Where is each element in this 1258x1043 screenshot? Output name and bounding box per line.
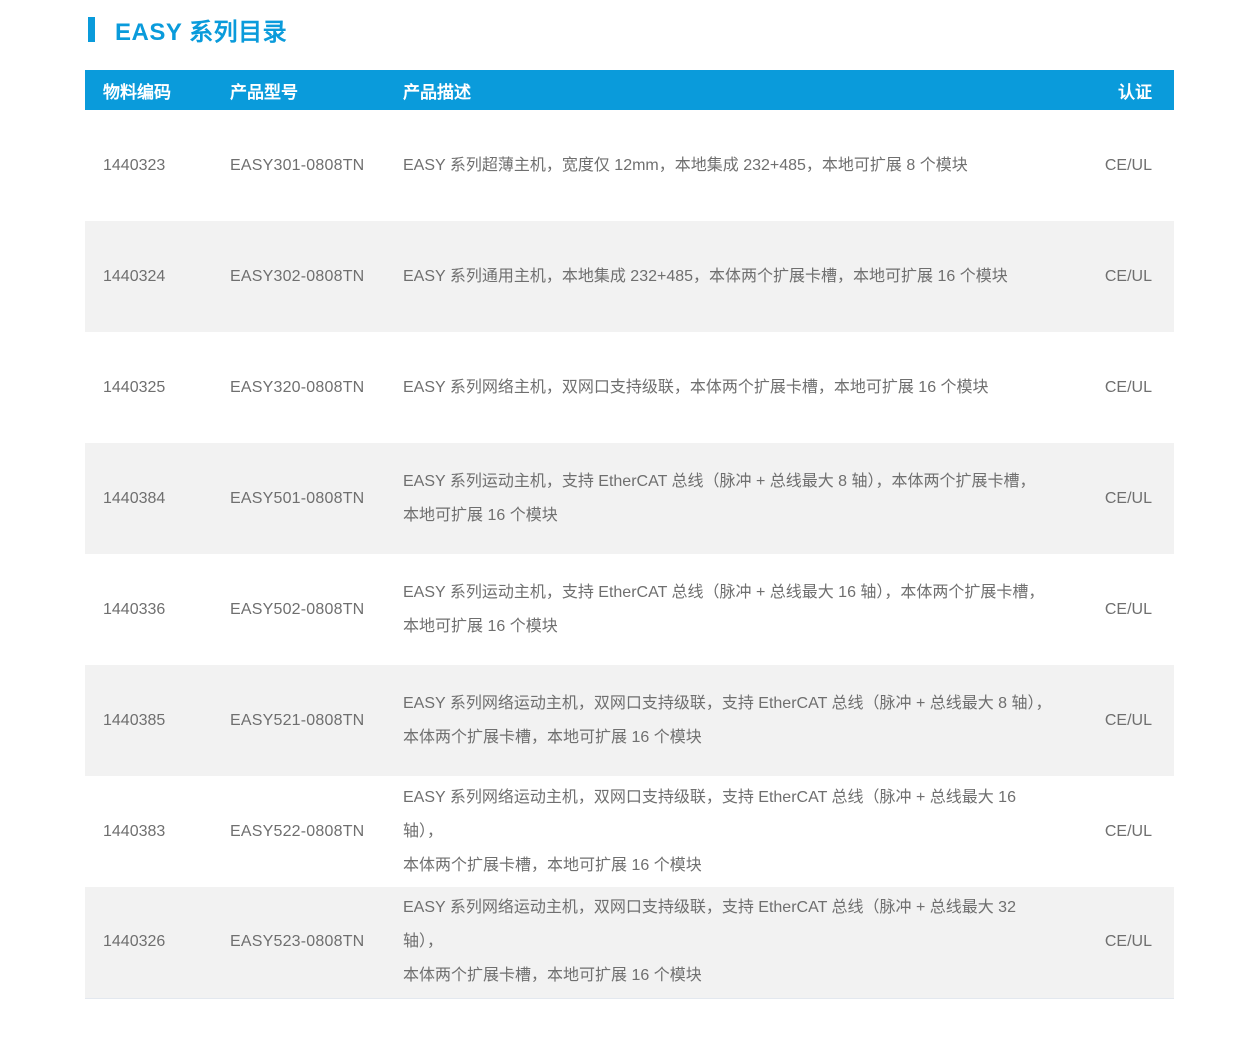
product-model-cell: EASY302-0808TN	[230, 221, 403, 332]
product-desc-cell: EASY 系列超薄主机，宽度仅 12mm，本地集成 232+485，本地可扩展 …	[403, 110, 1064, 221]
cert-cell: CE/UL	[1064, 887, 1174, 999]
product-desc-cell: EASY 系列运动主机，支持 EtherCAT 总线（脉冲 + 总线最大 16 …	[403, 554, 1064, 665]
table-row: 1440324 EASY302-0808TN EASY 系列通用主机，本地集成 …	[85, 221, 1174, 332]
table-row: 1440385 EASY521-0808TN EASY 系列网络运动主机，双网口…	[85, 665, 1174, 776]
product-model-cell: EASY523-0808TN	[230, 887, 403, 999]
material-code-cell: 1440384	[85, 443, 230, 554]
product-desc-cell: EASY 系列网络运动主机，双网口支持级联，支持 EtherCAT 总线（脉冲 …	[403, 665, 1064, 776]
cert-cell: CE/UL	[1064, 443, 1174, 554]
material-code-cell: 1440336	[85, 554, 230, 665]
title-accent-bar-icon	[88, 16, 95, 42]
table-header-row: 物料编码 产品型号 产品描述 认证	[85, 70, 1174, 110]
catalog-section: EASY 系列目录 物料编码 产品型号 产品描述 认证 1440323 EASY…	[85, 0, 1174, 999]
col-header-certification: 认证	[1064, 70, 1174, 110]
product-model-cell: EASY501-0808TN	[230, 443, 403, 554]
section-title: EASY 系列目录	[85, 15, 1174, 46]
product-desc-cell: EASY 系列网络运动主机，双网口支持级联，支持 EtherCAT 总线（脉冲 …	[403, 776, 1064, 887]
table-row: 1440384 EASY501-0808TN EASY 系列运动主机，支持 Et…	[85, 443, 1174, 554]
col-header-product-desc: 产品描述	[403, 70, 1064, 110]
product-desc-cell: EASY 系列运动主机，支持 EtherCAT 总线（脉冲 + 总线最大 8 轴…	[403, 443, 1064, 554]
product-model-cell: EASY502-0808TN	[230, 554, 403, 665]
material-code-cell: 1440383	[85, 776, 230, 887]
cert-cell: CE/UL	[1064, 554, 1174, 665]
col-header-material-code: 物料编码	[85, 70, 230, 110]
material-code-cell: 1440324	[85, 221, 230, 332]
page-title: EASY 系列目录	[115, 18, 288, 46]
material-code-cell: 1440326	[85, 887, 230, 999]
product-model-cell: EASY521-0808TN	[230, 665, 403, 776]
product-model-cell: EASY320-0808TN	[230, 332, 403, 443]
product-model-cell: EASY522-0808TN	[230, 776, 403, 887]
cert-cell: CE/UL	[1064, 665, 1174, 776]
product-model-cell: EASY301-0808TN	[230, 110, 403, 221]
table-row: 1440326 EASY523-0808TN EASY 系列网络运动主机，双网口…	[85, 887, 1174, 999]
table-row: 1440323 EASY301-0808TN EASY 系列超薄主机，宽度仅 1…	[85, 110, 1174, 221]
material-code-cell: 1440325	[85, 332, 230, 443]
material-code-cell: 1440385	[85, 665, 230, 776]
product-desc-cell: EASY 系列网络主机，双网口支持级联，本体两个扩展卡槽，本地可扩展 16 个模…	[403, 332, 1064, 443]
col-header-product-model: 产品型号	[230, 70, 403, 110]
cert-cell: CE/UL	[1064, 332, 1174, 443]
cert-cell: CE/UL	[1064, 776, 1174, 887]
cert-cell: CE/UL	[1064, 110, 1174, 221]
material-code-cell: 1440323	[85, 110, 230, 221]
product-desc-cell: EASY 系列网络运动主机，双网口支持级联，支持 EtherCAT 总线（脉冲 …	[403, 887, 1064, 999]
table-row: 1440336 EASY502-0808TN EASY 系列运动主机，支持 Et…	[85, 554, 1174, 665]
table-row: 1440325 EASY320-0808TN EASY 系列网络主机，双网口支持…	[85, 332, 1174, 443]
cert-cell: CE/UL	[1064, 221, 1174, 332]
catalog-table: 物料编码 产品型号 产品描述 认证 1440323 EASY301-0808TN…	[85, 70, 1174, 999]
table-row: 1440383 EASY522-0808TN EASY 系列网络运动主机，双网口…	[85, 776, 1174, 887]
table-body: 1440323 EASY301-0808TN EASY 系列超薄主机，宽度仅 1…	[85, 110, 1174, 999]
product-desc-cell: EASY 系列通用主机，本地集成 232+485，本体两个扩展卡槽，本地可扩展 …	[403, 221, 1064, 332]
